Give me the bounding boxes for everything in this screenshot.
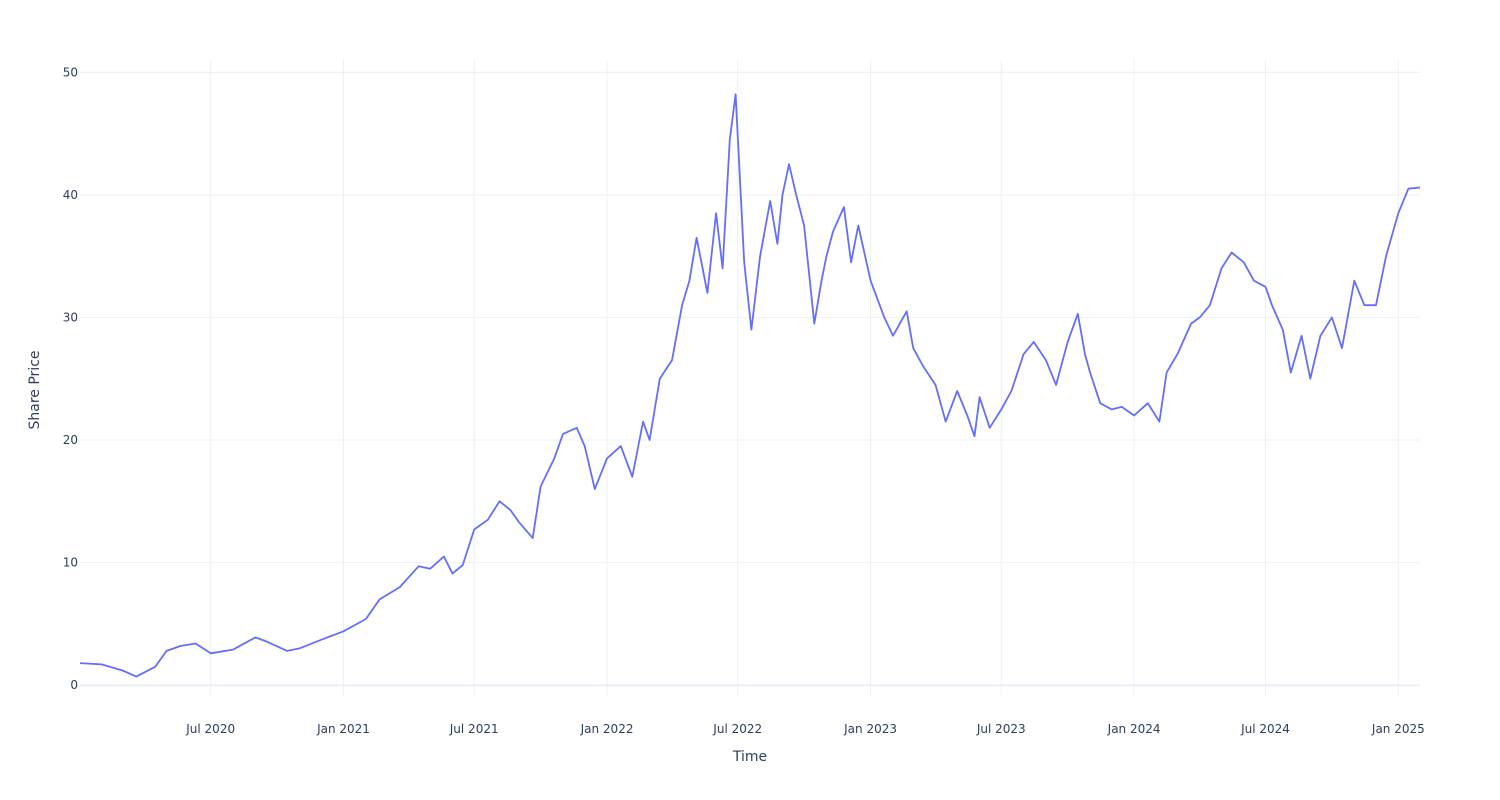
x-gridlines: [210, 60, 1399, 695]
y-tick-labels: 0 10 20 30 40 50: [63, 65, 78, 692]
x-tick-label: Jan 2022: [580, 722, 634, 736]
y-axis-title: Share Price: [27, 350, 43, 429]
x-tick-labels: Jul 2020 Jan 2021 Jul 2021 Jan 2022 Jul 2022…: [185, 722, 1425, 736]
x-tick-label: Jan 2021: [316, 722, 370, 736]
y-tick-label: 50: [63, 65, 78, 79]
series-layer: [79, 93, 1421, 678]
x-tick-label: Jul 2024: [1240, 722, 1290, 736]
x-tick-label: Jul 2023: [976, 722, 1026, 736]
x-tick-label: Jul 2021: [449, 722, 499, 736]
y-tick-label: 30: [63, 310, 78, 324]
y-tick-label: 40: [63, 188, 78, 202]
x-axis-title: Time: [732, 749, 767, 765]
x-tick-label: Jan 2023: [843, 722, 897, 736]
x-tick-label: Jan 2025: [1371, 722, 1425, 736]
y-tick-label: 0: [70, 678, 78, 692]
x-tick-label: Jul 2020: [185, 722, 235, 736]
y-tick-label: 10: [63, 556, 78, 570]
x-tick-label: Jan 2024: [1107, 722, 1161, 736]
price-series-line: [79, 93, 1421, 678]
y-tick-label: 20: [63, 433, 78, 447]
y-gridlines: [80, 71, 1420, 687]
x-tick-label: Jul 2022: [712, 722, 762, 736]
